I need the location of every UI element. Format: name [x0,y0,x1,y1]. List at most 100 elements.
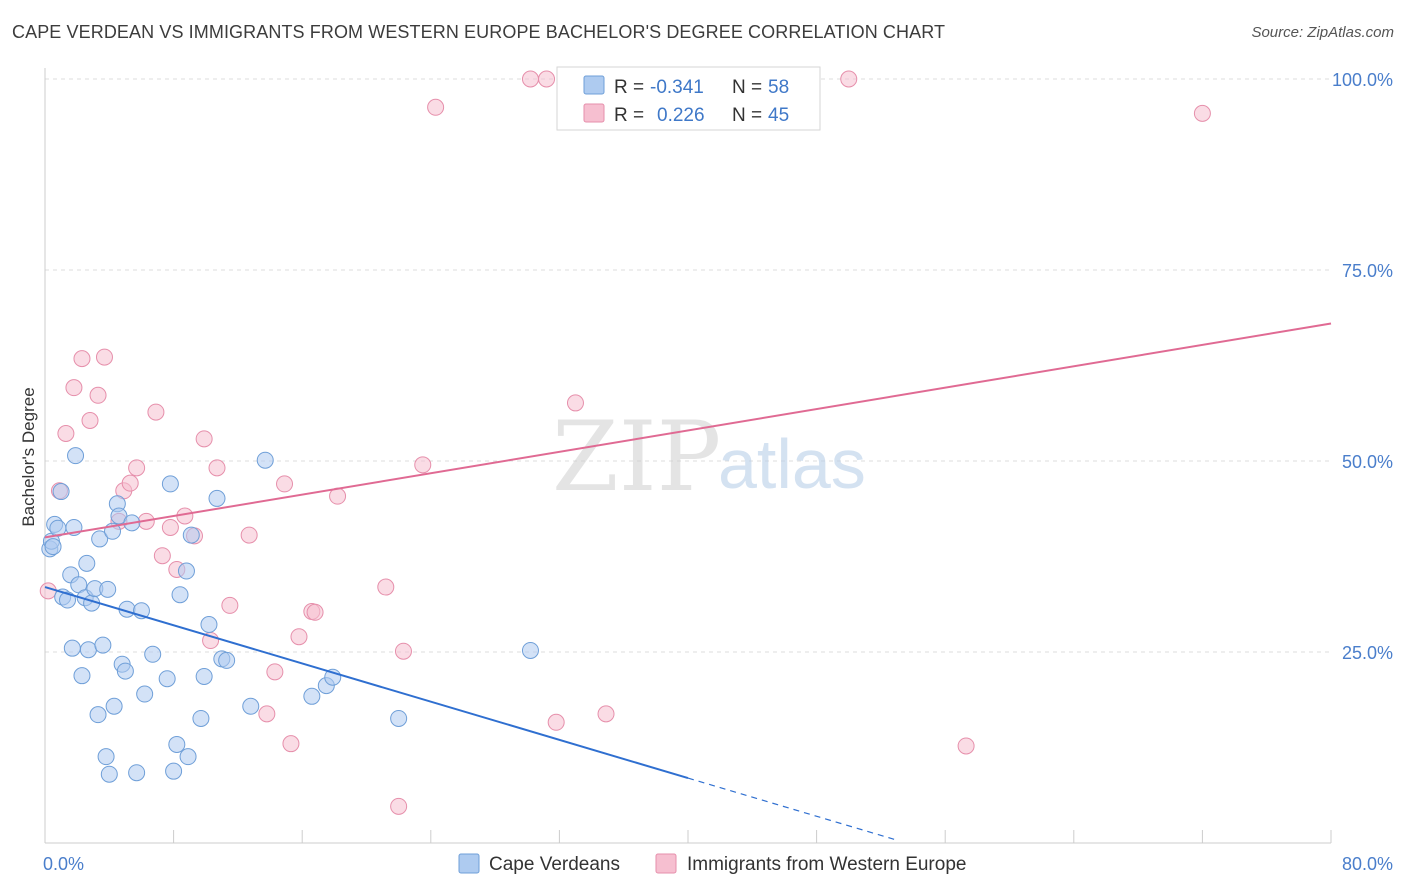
point-immigrants-41 [597,705,615,723]
legend-n-value-2: 45 [768,105,789,126]
trend-lines [44,322,1332,841]
point-immigrants-37 [521,70,539,88]
chart-title: CAPE VERDEAN VS IMMIGRANTS FROM WESTERN … [12,22,946,42]
watermark: ZIP atlas [552,401,866,513]
series-immigrants-points [39,70,1211,815]
point-cape-verdeans-16 [79,641,97,659]
y-tick-label-0: 25.0% [1342,643,1393,663]
legend-r-value-1: -0.341 [650,77,704,98]
bottom-legend-swatch-cape-verdeans [458,853,480,874]
point-immigrants-27 [282,735,300,753]
legend-n-label-2: N = [732,105,762,126]
point-cape-verdeans-2 [44,538,62,556]
point-cape-verdeans-36 [158,670,176,688]
point-immigrants-25 [266,663,284,681]
point-immigrants-22 [221,596,239,614]
watermark-atlas: atlas [718,425,866,503]
y-axis-label: Bachelor's Degree [19,387,38,526]
point-immigrants-6 [89,386,107,404]
point-immigrants-44 [1193,104,1211,122]
point-immigrants-10 [121,474,139,492]
legend-swatch-immigrants [583,103,605,123]
watermark-zip: ZIP [552,401,721,513]
x-tick-label-min: 0.0% [43,854,84,874]
point-immigrants-19 [195,430,213,448]
point-immigrants-40 [566,394,584,412]
point-cape-verdeans-38 [165,762,183,780]
point-cape-verdeans-19 [89,706,107,724]
point-immigrants-13 [147,403,165,421]
point-immigrants-33 [390,797,408,815]
point-immigrants-0 [39,582,57,600]
legend-swatch-cape-verdeans [583,75,605,95]
point-cape-verdeans-42 [179,748,197,766]
point-immigrants-4 [73,350,91,368]
y-tick-label-2: 75.0% [1342,261,1393,281]
point-cape-verdeans-43 [182,526,200,544]
point-cape-verdeans-44 [192,709,210,727]
point-immigrants-11 [128,459,146,477]
point-cape-verdeans-46 [200,615,218,633]
point-cape-verdeans-47 [208,489,226,507]
grid-lines [45,78,1331,653]
y-tick-label-1: 50.0% [1342,452,1393,472]
y-tick-labels: 25.0% 50.0% 75.0% 100.0% [1332,70,1393,663]
point-cape-verdeans-57 [100,765,118,783]
point-cape-verdeans-21 [94,636,112,654]
point-immigrants-32 [377,578,395,596]
y-tick-label-3: 100.0% [1332,70,1393,90]
point-cape-verdeans-35 [144,645,162,663]
point-immigrants-21 [208,459,226,477]
point-cape-verdeans-20 [91,530,109,548]
point-cape-verdeans-51 [256,451,274,469]
point-cape-verdeans-9 [63,639,81,657]
point-cape-verdeans-32 [128,764,146,782]
point-cape-verdeans-5 [52,483,70,501]
point-cape-verdeans-49 [218,651,236,669]
point-immigrants-43 [957,737,975,755]
point-immigrants-38 [538,70,556,88]
axes [44,68,1332,844]
bottom-legend-immigrants: Immigrants from Western Europe [687,854,966,875]
point-cape-verdeans-11 [67,447,85,465]
series-cape-verdeans-points [41,447,539,783]
legend-r-value-2: 0.226 [657,105,705,126]
point-cape-verdeans-55 [390,709,408,727]
point-cape-verdeans-50 [242,697,260,715]
point-immigrants-39 [547,713,565,731]
point-immigrants-2 [57,424,75,442]
point-cape-verdeans-52 [303,687,321,705]
point-cape-verdeans-29 [116,662,134,680]
source-credit: Source: ZipAtlas.com [1251,24,1394,41]
point-immigrants-5 [81,412,99,430]
point-immigrants-15 [161,518,179,536]
bottom-legend-swatch-immigrants [655,853,677,874]
point-cape-verdeans-34 [136,685,154,703]
point-immigrants-34 [394,642,412,660]
point-cape-verdeans-56 [521,641,539,659]
point-cape-verdeans-22 [97,748,115,766]
legend-n-label-1: N = [732,77,762,98]
stats-legend: R = -0.341 N = 58 R = 0.226 N = 45 [556,66,821,131]
legend-n-value-1: 58 [768,77,789,98]
point-cape-verdeans-37 [161,475,179,493]
point-immigrants-26 [276,475,294,493]
point-immigrants-35 [414,456,432,474]
point-immigrants-24 [258,705,276,723]
point-cape-verdeans-41 [177,562,195,580]
point-immigrants-7 [95,348,113,366]
bottom-legend-cape-verdeans: Cape Verdeans [489,854,620,875]
series-legend: Cape Verdeans Immigrants from Western Eu… [458,853,966,875]
point-immigrants-3 [65,379,83,397]
legend-r-label-2: R = [614,105,644,126]
point-immigrants-36 [427,98,445,116]
trend-line-immigrants [44,322,1332,539]
legend-r-label-1: R = [614,77,644,98]
point-immigrants-23 [240,526,258,544]
point-cape-verdeans-7 [59,591,77,609]
trend-line-cape-verdeans [44,586,689,780]
trend-line-cape-verdeans-extension [687,777,898,841]
point-immigrants-14 [153,547,171,565]
point-immigrants-42 [840,70,858,88]
point-immigrants-30 [306,603,324,621]
